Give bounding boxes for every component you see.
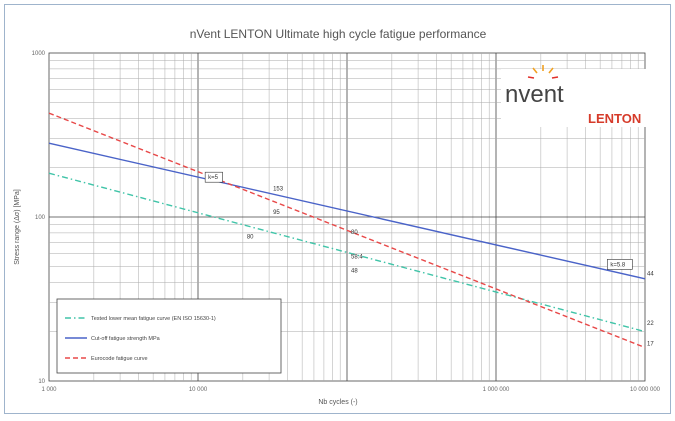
legend-entry: Eurocode fatigue curve [91, 356, 148, 362]
data-label: 48 [351, 268, 358, 274]
data-label: 153 [273, 187, 284, 193]
x-tick-label: 1 000 [41, 387, 57, 393]
y-tick-label: 1000 [32, 51, 46, 57]
annotation-box [204, 171, 223, 183]
series-line-3 [48, 112, 646, 349]
axis-ticks: 1 000 10 000 1 000 000 10 000 000 10 100 1000 [32, 51, 661, 393]
nvent-lenton-logo: nvent LENTON [501, 65, 647, 127]
logo-background [501, 69, 647, 127]
data-label: k=5 [208, 175, 219, 181]
legend-entry: Tested lower mean fatigue curve (EN ISO … [91, 316, 216, 322]
data-label: 80 [247, 234, 254, 240]
legend-entry: Cut-off fatigue strength MPa [91, 336, 161, 342]
data-label: 80 [351, 230, 358, 236]
data-label: 44 [647, 271, 654, 277]
annotation-box [607, 259, 633, 270]
logo-brand-text: nvent [505, 81, 564, 108]
chart-annotations: k=5 k=5.8 153 95 80 80 58.4 48 44 22 17 [204, 171, 654, 347]
data-label: 22 [647, 321, 654, 327]
y-tick-label: 100 [35, 215, 46, 221]
legend-box [56, 298, 282, 374]
data-label: 17 [647, 341, 654, 347]
series-line-1 [48, 172, 646, 333]
data-label: 95 [273, 210, 280, 216]
data-label: k=5.8 [610, 262, 626, 268]
series-lines [48, 112, 646, 349]
data-label: 58.4 [351, 254, 363, 260]
x-axis-label: Nb cycles (-) [318, 399, 357, 406]
x-tick-label: 10 000 000 [630, 387, 661, 393]
chart-frame: nVent LENTON Ultimate high cycle fatigue… [4, 4, 671, 414]
y-tick-label: 10 [38, 379, 45, 385]
x-tick-label: 10 000 [189, 387, 208, 393]
legend: Tested lower mean fatigue curve (EN ISO … [56, 298, 282, 374]
series-line-2 [48, 142, 646, 280]
x-tick-label: 1 000 000 [483, 387, 510, 393]
chart-svg: nVent LENTON Ultimate high cycle fatigue… [14, 27, 661, 406]
logo-product-text: LENTON [588, 111, 641, 126]
y-axis-label: Stress range (Δσ) [MPa] [14, 189, 21, 265]
chart-title: nVent LENTON Ultimate high cycle fatigue… [190, 27, 487, 41]
spark-icon [527, 65, 559, 79]
